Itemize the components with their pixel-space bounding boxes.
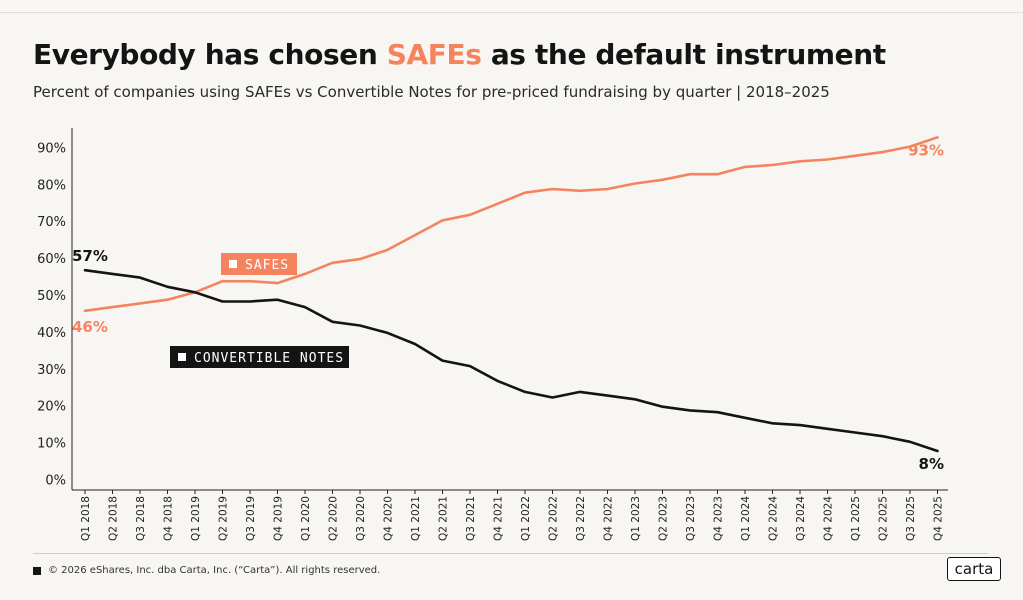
x-tick-label: Q2 2022 [548, 496, 560, 541]
notes-start-label: 57% [72, 247, 108, 265]
x-tick-label: Q2 2018 [108, 496, 120, 541]
x-tick-label: Q1 2022 [520, 496, 532, 541]
x-tick-label: Q1 2024 [740, 496, 752, 541]
safes-end-label: 93% [908, 141, 944, 159]
x-tick-label: Q4 2022 [603, 496, 615, 541]
x-tick-label: Q1 2023 [630, 496, 642, 541]
safes-line [83, 136, 939, 313]
y-tick-label: 10% [37, 437, 66, 452]
legend-safes-label: SAFES [245, 258, 289, 273]
x-tick-label: Q4 2025 [933, 496, 945, 541]
line-chart: 0% 10% 20% 30% 40% 50% 60% 70% 80% 90% Q1 2018 Q2 … [37, 128, 948, 541]
x-tick-label: Q2 2023 [658, 496, 670, 541]
x-tick-label: Q4 2018 [163, 496, 175, 541]
x-tick-label: Q3 2022 [575, 496, 587, 541]
y-tick-label: 60% [37, 252, 66, 267]
x-tick-label: Q1 2018 [80, 496, 92, 541]
x-tick-label: Q4 2019 [273, 496, 285, 541]
y-axis: 0% 10% 20% 30% 40% 50% 60% 70% 80% 90% [37, 128, 73, 490]
y-tick-label: 80% [37, 178, 66, 193]
x-tick-label: Q1 2025 [850, 496, 862, 541]
x-tick-label: Q3 2020 [355, 496, 367, 541]
x-tick-label: Q2 2020 [328, 496, 340, 541]
title-part-2: as the default instrument [481, 38, 886, 71]
legend-convertible-notes-square-icon [178, 353, 186, 361]
x-tick-label: Q3 2019 [245, 496, 257, 541]
x-tick-label: Q3 2018 [135, 496, 147, 541]
convertible-notes-line [83, 268, 939, 453]
x-tick-label: Q2 2025 [878, 496, 890, 541]
x-tick-label: Q4 2023 [713, 496, 725, 541]
x-tick-label: Q2 2021 [438, 496, 450, 541]
footer-square-icon [33, 567, 41, 575]
x-tick-label: Q1 2019 [190, 496, 202, 541]
chart-subtitle: Percent of companies using SAFEs vs Conv… [33, 83, 830, 101]
x-tick-label: Q3 2024 [795, 496, 807, 541]
legend-safes-square-icon [229, 260, 237, 268]
title-part-1: Everybody has chosen [33, 38, 387, 71]
legend: SAFES CONVERTIBLE NOTES [170, 253, 349, 368]
x-tick-label: Q1 2020 [300, 496, 312, 541]
x-tick-label: Q3 2021 [465, 496, 477, 541]
title-accent: SAFEs [386, 38, 482, 71]
legend-convertible-notes-label: CONVERTIBLE NOTES [194, 351, 344, 366]
series-lines [83, 136, 939, 453]
y-tick-label: 30% [37, 363, 66, 378]
y-tick-label: 50% [37, 289, 66, 304]
copyright-text: © 2026 eShares, Inc. dba Carta, Inc. (“C… [48, 565, 381, 576]
x-tick-label: Q4 2020 [383, 496, 395, 541]
x-tick-label: Q1 2021 [410, 496, 422, 541]
carta-logo: carta [947, 557, 1001, 581]
y-tick-label: 90% [37, 141, 66, 156]
x-tick-label: Q2 2024 [768, 496, 780, 541]
notes-end-label: 8% [919, 455, 944, 473]
footer-divider [33, 553, 988, 554]
x-tick-label: Q3 2025 [905, 496, 917, 541]
y-tick-label: 70% [37, 215, 66, 230]
end-labels: 57% 46% 93% 8% [72, 141, 944, 473]
x-tick-label: Q3 2023 [685, 496, 697, 541]
x-tick-label: Q2 2019 [218, 496, 230, 541]
y-tick-label: 40% [37, 326, 66, 341]
y-tick-label: 20% [37, 400, 66, 415]
x-axis: Q1 2018 Q2 2018 Q3 2018 Q4 2018 Q1 2019 Q2 20… [72, 489, 948, 541]
x-tick-label: Q4 2024 [823, 496, 835, 541]
y-tick-label: 0% [45, 474, 66, 489]
legend-convertible-notes-box [170, 346, 349, 368]
top-divider [0, 12, 1023, 13]
legend-safes-box [221, 253, 297, 275]
safes-start-label: 46% [72, 318, 108, 336]
chart-title: Everybody has chosen SAFEs as the defaul… [33, 38, 886, 71]
x-tick-label: Q4 2021 [493, 496, 505, 541]
